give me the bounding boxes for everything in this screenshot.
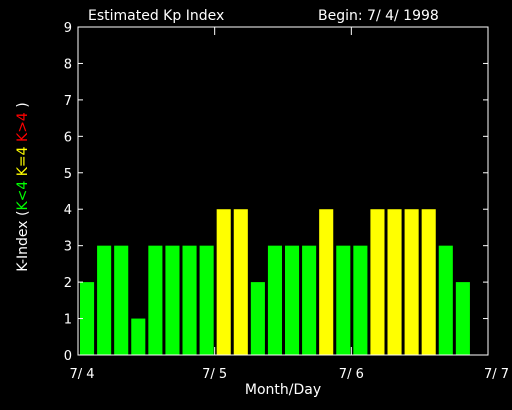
kp-bar — [131, 318, 146, 355]
y-tick-label: 8 — [64, 57, 72, 72]
y-label-part: ) — [15, 102, 31, 112]
kp-bar — [319, 209, 334, 355]
y-label-part: K-Index ( — [15, 211, 31, 272]
kp-bar — [114, 245, 129, 355]
kp-bar — [250, 282, 265, 355]
chart-title: Estimated Kp Index — [88, 8, 224, 24]
x-axis-label: Month/Day — [245, 382, 321, 398]
kp-bar — [421, 209, 436, 355]
y-label-part: K=4 — [15, 146, 31, 180]
kp-bar — [285, 245, 300, 355]
plot-frame — [77, 26, 489, 356]
x-tick-label: 7/ 5 — [202, 367, 227, 382]
kp-bar — [404, 209, 419, 355]
kp-bar — [233, 209, 248, 355]
y-ticks-group: 0 1 2 3 4 5 6 7 8 9 — [64, 21, 488, 364]
kp-bar — [370, 209, 385, 355]
kp-bar — [267, 245, 282, 355]
y-tick-label: 6 — [64, 130, 72, 145]
x-tick-label: 7/ 6 — [339, 367, 364, 382]
x-tick-label: 7/ 7 — [484, 367, 509, 382]
begin-date-label: Begin: 7/ 4/ 1998 — [318, 8, 439, 24]
y-axis-label: K-Index (K<4 K=4 K>4 ) — [15, 102, 31, 272]
kp-bar — [336, 245, 351, 355]
kp-bar — [216, 209, 231, 355]
y-tick-label: 2 — [64, 276, 72, 291]
y-label-part: K<4 — [15, 181, 31, 211]
y-tick-label: 0 — [64, 349, 72, 364]
y-tick-label: 7 — [64, 94, 72, 109]
bars-group — [80, 209, 470, 355]
kp-bar — [80, 282, 95, 355]
kp-bar — [97, 245, 112, 355]
kp-bar — [455, 282, 470, 355]
y-tick-label: 4 — [64, 203, 72, 218]
x-tick-label: 7/ 4 — [69, 367, 94, 382]
kp-bar — [438, 245, 453, 355]
kp-bar — [302, 245, 317, 355]
y-tick-label: 3 — [64, 240, 72, 255]
y-tick-label: 9 — [64, 21, 72, 36]
y-tick-label: 5 — [64, 167, 72, 182]
x-ticks-group: 7/ 4 7/ 5 7/ 6 7/ 7 — [69, 27, 509, 382]
kp-bar — [353, 245, 368, 355]
kp-bar — [199, 245, 214, 355]
kp-bar — [165, 245, 180, 355]
kp-bar — [148, 245, 163, 355]
y-label-part: K>4 — [15, 112, 31, 146]
y-tick-label: 1 — [64, 313, 72, 328]
kp-bar — [182, 245, 197, 355]
kp-bar — [387, 209, 402, 355]
